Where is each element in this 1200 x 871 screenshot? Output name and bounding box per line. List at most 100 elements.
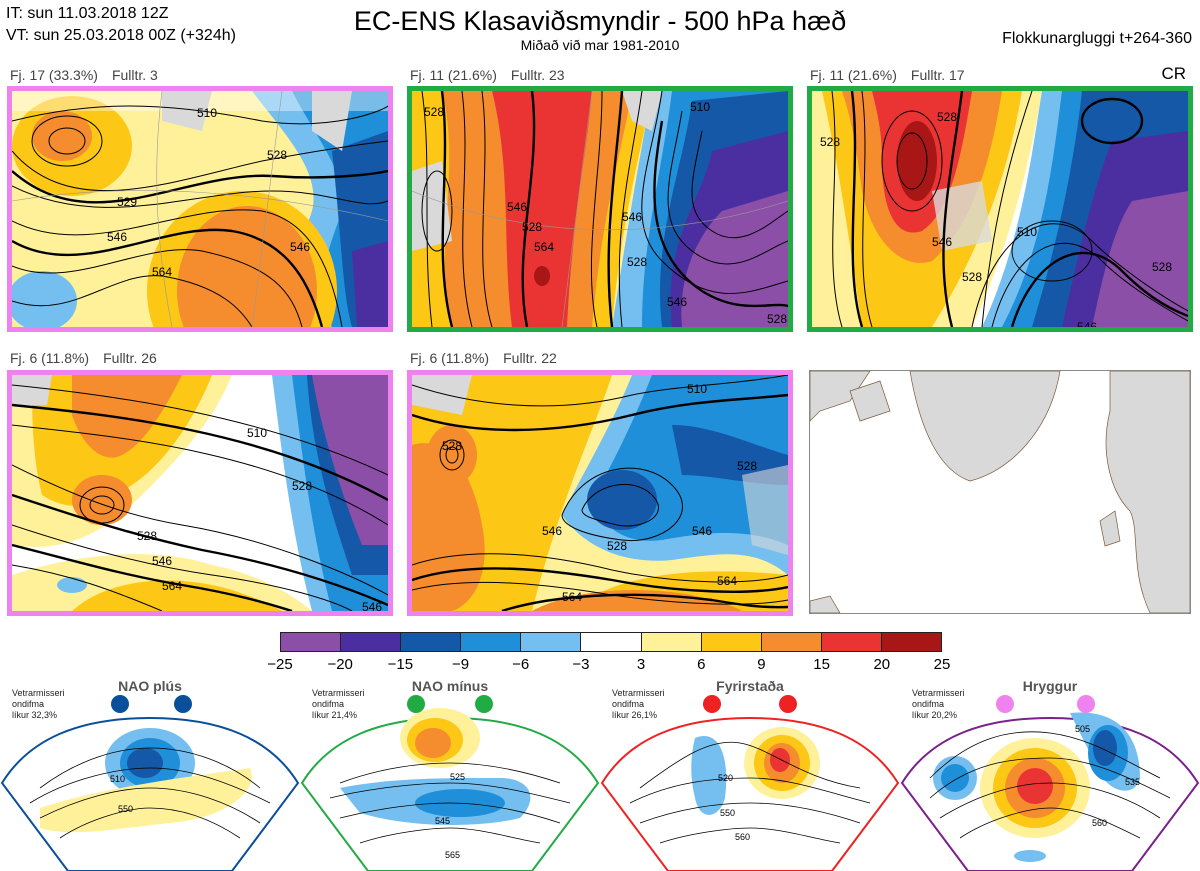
panel-2-contour-label: 528 (522, 220, 542, 234)
panel-5-cluster: Fj. 6 (11.8%) (410, 350, 490, 366)
colorbar-tick-label: 15 (813, 656, 830, 673)
panel-4-contour-label: 528 (137, 529, 157, 543)
classification-window: Flokkunargluggi t+264-360 (1002, 30, 1192, 47)
cluster-map-1: 510 528 529 546 564 546 (7, 86, 393, 332)
panel-4-label: Fj. 6 (11.8%) Fulltr. 26 (10, 350, 157, 366)
regime-ridge: 505 535 560 Hryggur Vetrarmisseri ondifm… (900, 678, 1200, 871)
panel-5-contour-label: 546 (692, 524, 712, 538)
colorbar-tick-label: −3 (572, 656, 590, 673)
valid-time: VT: sun 25.03.2018 00Z (+324h) (6, 27, 236, 44)
regime-1-contour: 510 (110, 774, 125, 784)
colorbar-tick-label: 25 (933, 656, 951, 673)
colorbar-swatch (641, 633, 702, 651)
colorbar-swatch (281, 633, 342, 651)
panel-4-contour-label: 546 (362, 600, 382, 611)
regime-1-title: NAO plús (118, 678, 182, 694)
colorbar-swatch (341, 633, 402, 651)
panel-5-contour-label: 528 (442, 439, 462, 453)
panel-4-members: Fulltr. 26 (103, 350, 157, 366)
cluster-map-2: 528 510 546 528 546 564 528 546 528 (407, 86, 793, 332)
panel-4-contour-label: 564 (162, 579, 182, 593)
panel-1-contour-label: 529 (117, 195, 137, 209)
panel-3-contour-label: 546 (1077, 320, 1097, 327)
panel-2-members: Fulltr. 23 (510, 67, 565, 83)
panel-2-contour-label: 528 (767, 312, 787, 326)
panel-2-contour-label: 510 (690, 100, 710, 114)
cluster-map-5-graphic: 510 528 528 546 528 546 564 564 (412, 375, 788, 611)
cluster-map-3: 528 528 546 510 528 528 546 (807, 86, 1193, 332)
panel-5-contour-label: 546 (542, 524, 562, 538)
colorbar-swatch (581, 633, 642, 651)
regime-3-note: Vetrarmisseri ondifma líkur 26,1% (612, 688, 665, 720)
empty-map-graphic (810, 371, 1190, 613)
cluster-map-3-graphic: 528 528 546 510 528 528 546 (812, 91, 1188, 327)
panel-2-contour-label: 528 (424, 105, 444, 119)
panel-2-contour-label: 546 (622, 210, 642, 224)
regime-2-contour: 545 (435, 816, 450, 826)
colorbar-swatch (461, 633, 522, 651)
colorbar-swatch (761, 633, 822, 651)
regime-4-contour: 505 (1075, 724, 1090, 734)
panel-5-contour-label: 528 (737, 459, 757, 473)
panel-3-contour-label: 546 (932, 235, 952, 249)
panel-2-cluster: Fj. 11 (21.6%) (410, 67, 497, 83)
regime-nao-plus: 510 550 NAO plús Vetrarmisseri ondifma l… (0, 678, 300, 871)
panel-2-contour-label: 528 (627, 255, 647, 269)
panel-5-contour-label: 564 (717, 574, 737, 588)
regime-4-title: Hryggur (1022, 678, 1078, 694)
colorbar-tick-label: 3 (636, 656, 646, 673)
issue-time: IT: sun 11.03.2018 12Z (6, 5, 169, 22)
panel-2-label: Fj. 11 (21.6%) Fulltr. 23 (410, 67, 565, 83)
colorbar-swatch (401, 633, 462, 651)
panel-2-contour-label: 564 (534, 240, 554, 254)
regime-2-contour: 565 (445, 850, 460, 860)
empty-map (809, 370, 1191, 614)
cluster-map-2-graphic: 528 510 546 528 546 564 528 546 528 (412, 91, 788, 327)
panel-5-label: Fj. 6 (11.8%) Fulltr. 22 (410, 350, 557, 366)
regime-2-title: NAO mínus (411, 678, 489, 694)
panel-3-contour-label: 510 (1017, 225, 1037, 239)
panel-3-label: Fj. 11 (21.6%) Fulltr. 17 (810, 67, 965, 83)
panel-2-contour-label: 546 (507, 200, 527, 214)
regime-2-contour: 525 (450, 772, 465, 782)
cluster-map-5: 510 528 528 546 528 546 564 564 (407, 370, 793, 616)
panel-3-cluster: Fj. 11 (21.6%) (810, 67, 897, 83)
panel-3-members: Fulltr. 17 (910, 67, 965, 83)
panel-5-contour-label: 510 (687, 382, 707, 396)
colorbar-tick-label: −25 (267, 656, 293, 673)
colorbar-ticks: −25 −20 −15 −9 −6 −3 3 6 9 15 20 25 (267, 656, 950, 674)
colorbar-swatch (881, 633, 942, 651)
panel-4-contour-label: 528 (292, 479, 312, 493)
panel-3-contour-label: 528 (962, 270, 982, 284)
cluster-map-4-graphic: 510 528 528 546 564 546 (12, 375, 388, 611)
colorbar-tick-label: 6 (697, 656, 706, 673)
panel-5-members: Fulltr. 22 (503, 350, 557, 366)
panel-3-contour-label: 528 (820, 135, 840, 149)
regime-1-contour: 550 (118, 804, 133, 814)
colorbar-swatch (821, 633, 882, 651)
panel-5-contour-label: 528 (607, 539, 627, 553)
panel-1-members: Fulltr. 3 (111, 67, 158, 83)
panel-5-contour-label: 564 (562, 590, 582, 604)
panel-1-contour-label: 546 (290, 240, 310, 254)
regime-nao-minus: 525 545 565 NAO mínus Vetrarmisseri ondi… (300, 678, 600, 871)
panel-1-contour-label: 528 (267, 148, 287, 162)
colorbar-swatch (521, 633, 582, 651)
panel-4-contour-label: 510 (247, 426, 267, 440)
regime-3-contour: 560 (735, 832, 750, 842)
panel-1-cluster: Fj. 17 (33.3%) (10, 67, 98, 83)
regime-2-note: Vetrarmisseri ondifma líkur 21,4% (312, 688, 365, 720)
panel-1-label: Fj. 17 (33.3%) Fulltr. 3 (10, 67, 158, 83)
colorbar-swatch (701, 633, 762, 651)
regime-blocking: 520 550 560 Fyrirstaða Vetrarmisseri ond… (600, 678, 900, 871)
regime-3-contour: 520 (718, 773, 733, 783)
anomaly-colorbar (280, 632, 942, 652)
panel-4-cluster: Fj. 6 (11.8%) (10, 350, 90, 366)
regime-4-note: Vetrarmisseri ondifma líkur 20,2% (912, 688, 965, 720)
colorbar-tick-label: −9 (451, 656, 470, 673)
regime-1-note: Vetrarmisseri ondifma líkur 32,3% (12, 688, 65, 720)
regime-3-contour: 550 (720, 808, 735, 818)
colorbar-tick-label: −15 (387, 656, 414, 673)
panel-1-contour-label: 564 (152, 265, 172, 279)
panel-3-contour-label: 528 (1152, 260, 1172, 274)
